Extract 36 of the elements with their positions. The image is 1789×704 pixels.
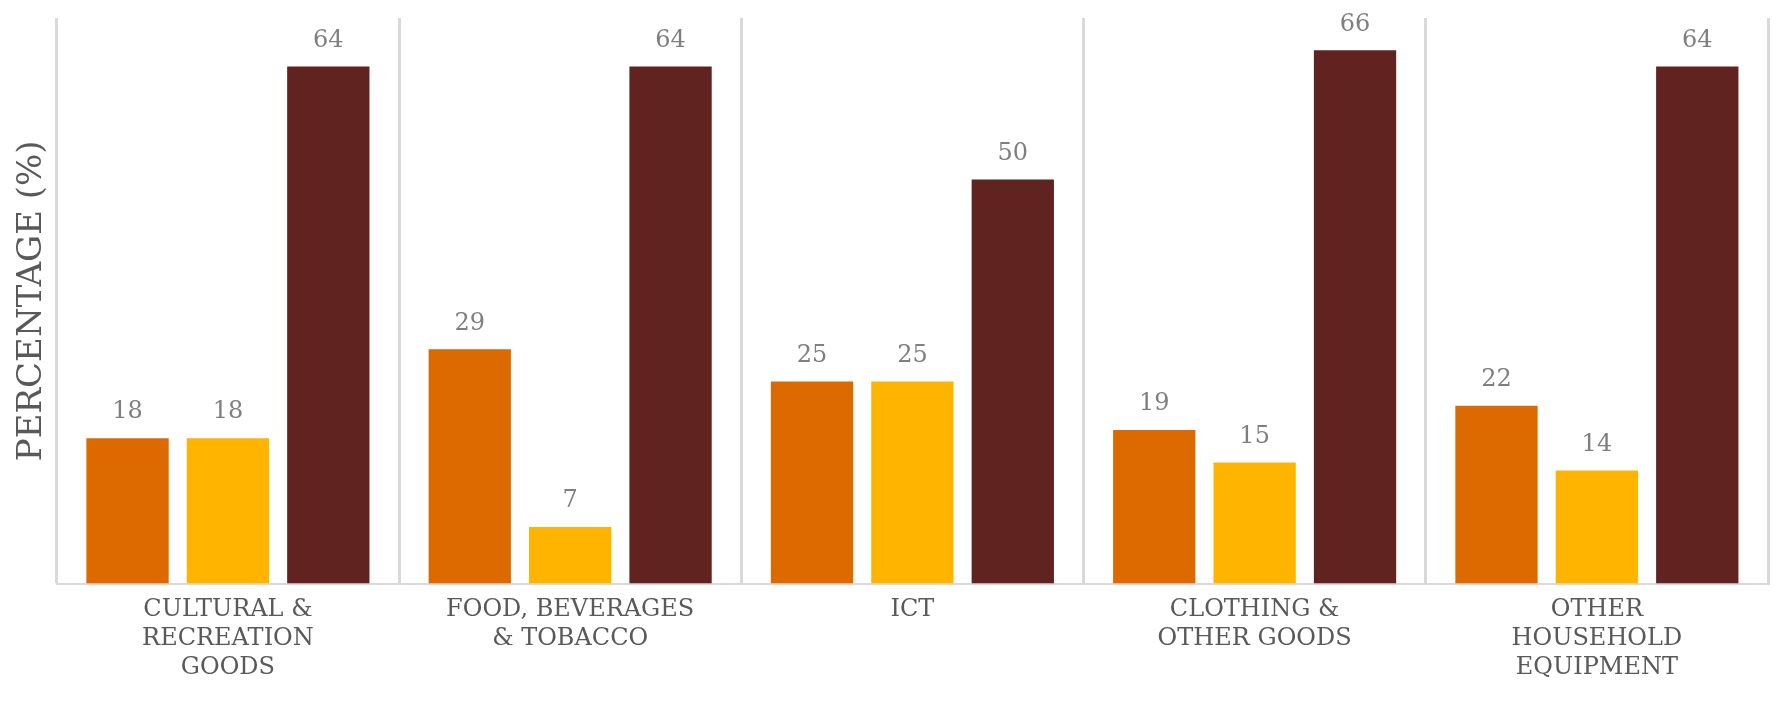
x-tick-label: OTHER HOUSEHOLD EQUIPMENT — [1511, 594, 1683, 680]
data-label: 22 — [1481, 364, 1512, 393]
data-label: 29 — [454, 307, 486, 336]
data-label: 25 — [796, 339, 828, 368]
data-label: 7 — [562, 485, 578, 514]
data-label: 64 — [655, 24, 686, 53]
x-tick-label: CULTURAL & RECREATION GOODS — [142, 594, 314, 680]
bar — [770, 381, 854, 584]
bar — [629, 66, 712, 584]
y-axis-title: PERCENTAGE (%) — [9, 140, 50, 462]
bar — [1455, 405, 1538, 584]
data-label: 64 — [1682, 24, 1713, 53]
data-label: 18 — [112, 396, 143, 425]
data-label: 18 — [212, 396, 244, 425]
x-tick-label: ICT — [890, 594, 935, 623]
data-label: 25 — [897, 339, 928, 368]
bar — [1213, 462, 1296, 584]
bar — [86, 438, 169, 584]
bar — [871, 381, 954, 584]
data-label: 50 — [997, 137, 1029, 166]
bar — [1656, 66, 1739, 584]
x-tick-label: CLOTHING & OTHER GOODS — [1157, 594, 1352, 652]
bar — [1113, 430, 1196, 584]
bar — [186, 438, 270, 584]
bar — [1555, 470, 1639, 584]
data-label: 14 — [1581, 428, 1613, 457]
data-label: 66 — [1339, 8, 1371, 37]
data-label: 15 — [1239, 420, 1270, 449]
data-label: 19 — [1138, 388, 1170, 417]
data-label: 64 — [313, 24, 344, 53]
x-tick-label: FOOD, BEVERAGES & TOBACCO — [446, 594, 695, 652]
bar — [971, 179, 1054, 584]
bar — [529, 527, 612, 584]
bar — [428, 349, 511, 584]
bar — [287, 66, 370, 584]
bar — [1313, 50, 1397, 584]
